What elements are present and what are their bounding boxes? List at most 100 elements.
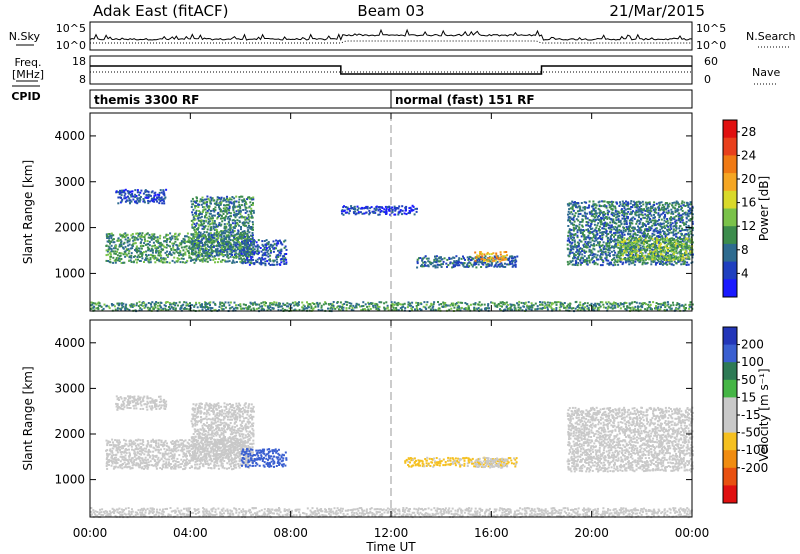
data-cell [357,303,360,306]
data-cell [644,224,647,227]
data-cell [144,191,147,194]
data-cell [585,228,588,231]
data-cell [168,261,171,264]
data-cell [416,207,418,210]
noise-frame [89,21,693,51]
data-cell [581,261,584,264]
data-cell [249,211,252,214]
data-cell [616,241,619,244]
data-cell [597,222,600,225]
data-cell [664,203,667,206]
data-cell [643,241,646,244]
data-cell [262,248,264,251]
data-cell [128,238,131,241]
data-cell [645,257,648,260]
data-cell [573,263,576,266]
data-cell [418,307,421,310]
data-cell [228,253,231,255]
data-cell [325,302,327,305]
data-cell [600,249,603,251]
data-cell [163,202,166,205]
data-cell [656,252,659,254]
data-cell [483,256,486,259]
data-cell [192,236,195,238]
data-cell [680,202,683,205]
data-cell [193,223,196,226]
data-cell [176,260,179,263]
data-cell [630,238,633,241]
data-cell [657,250,660,253]
data-cell [93,309,96,312]
data-cell [107,233,110,235]
nsky-label: N.Sky [9,30,41,43]
data-cell [200,240,202,243]
data-cell [157,242,160,245]
data-cell [264,263,267,265]
data-cell [438,264,441,266]
data-cell [250,242,253,244]
data-cell [527,305,530,308]
data-cell [667,259,670,262]
data-cell [646,248,648,251]
data-cell [488,307,490,310]
data-cell [298,301,300,304]
data-cell [239,303,242,306]
data-cell [222,240,225,243]
data-cell [653,213,655,216]
data-cell [571,259,574,262]
data-cell [507,259,510,262]
data-cell [362,301,365,304]
data-cell [606,209,609,212]
data-cell [624,239,626,242]
data-cell [209,309,212,312]
data-cell [356,209,359,211]
data-cell [593,248,596,251]
data-cell [190,247,193,250]
data-cell [660,218,663,221]
data-cell [191,211,194,214]
data-cell [647,209,650,212]
data-cell [680,252,683,255]
data-cell [223,304,226,307]
data-cell [267,305,269,308]
data-cell [572,204,575,206]
data-cell [175,302,178,305]
data-cell [277,256,280,258]
data-cell [609,226,611,229]
data-cell [126,249,129,252]
data-cell [194,224,197,227]
data-cell [433,301,436,304]
data-cell [402,305,405,308]
data-cell [475,256,478,259]
data-cell [509,306,512,309]
data-cell [120,240,123,243]
data-cell [585,245,587,248]
data-cell [686,247,689,250]
data-cell [214,261,216,264]
data-cell [171,235,174,238]
data-cell [249,234,252,237]
data-cell [135,232,138,235]
data-cell [415,307,418,310]
data-cell [227,198,230,201]
data-cell [603,231,606,233]
data-cell [631,257,634,260]
data-cell [244,239,247,242]
data-cell [674,204,677,207]
data-cell [312,307,315,310]
data-cell [157,247,160,249]
data-cell [229,223,232,226]
data-cell [247,229,250,232]
data-cell [149,307,151,310]
data-cell [593,261,596,264]
data-cell [642,240,645,243]
data-cell [155,198,158,201]
data-cell [180,253,183,256]
data-cell [415,301,418,304]
data-cell [203,255,206,258]
data-cell [110,303,113,305]
data-cell [513,304,516,307]
data-cell [126,199,129,202]
data-cell [146,194,149,197]
data-cell [639,244,642,247]
